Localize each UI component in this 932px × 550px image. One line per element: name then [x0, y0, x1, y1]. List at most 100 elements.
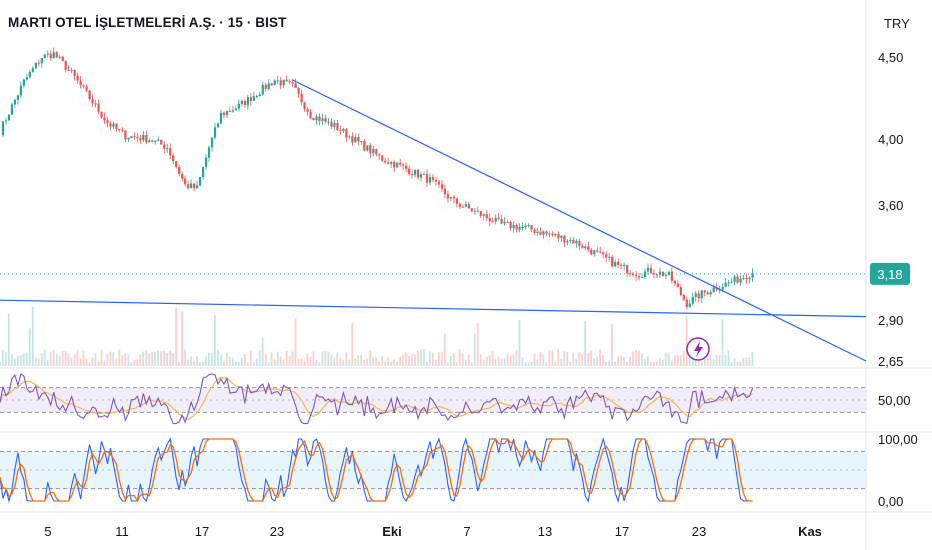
candle-body	[181, 173, 184, 179]
rsi-ma-line	[0, 376, 753, 421]
candle-body	[369, 145, 372, 154]
candle-body	[402, 164, 405, 166]
candle-body	[282, 79, 285, 86]
symbol-title[interactable]: MARTI OTEL İŞLETMELERİ A.Ş. · 15 · BIST	[8, 15, 287, 30]
volume-bar	[151, 351, 154, 366]
volume-bar	[366, 358, 369, 366]
candle-body	[590, 249, 593, 255]
volume-bar	[715, 355, 718, 366]
candle-body	[461, 206, 464, 208]
volume-bar	[730, 362, 733, 366]
candle-body	[539, 231, 542, 235]
candle-body	[243, 101, 246, 106]
candle-body	[620, 264, 623, 266]
volume-bar	[602, 355, 605, 366]
candle-body	[73, 69, 76, 76]
volume-bar	[354, 358, 357, 366]
candle-body	[473, 210, 476, 212]
candle-body	[646, 267, 650, 272]
volume-bar	[673, 355, 676, 366]
volume-bar	[575, 358, 578, 366]
volume-bar	[626, 362, 628, 366]
candle-body	[330, 121, 333, 127]
candle-body	[706, 292, 709, 295]
volume-bar	[393, 359, 395, 366]
volume-bar	[509, 355, 512, 366]
candle-body	[267, 83, 270, 89]
volume-bar	[402, 354, 404, 366]
candle-body	[673, 280, 676, 284]
candle-body	[145, 134, 148, 143]
currency-label[interactable]: TRY	[884, 16, 910, 31]
candle-body	[288, 81, 291, 83]
candle-body	[31, 68, 34, 72]
volume-bar	[0, 361, 1, 366]
volume-bar	[569, 361, 572, 366]
volume-bar	[518, 320, 521, 366]
volume-bar	[37, 358, 40, 366]
candle-body	[22, 79, 25, 86]
volume-bar	[446, 362, 449, 366]
candle-body	[64, 61, 67, 70]
candle-body	[225, 111, 229, 116]
volume-bar	[321, 351, 324, 366]
volume-bar	[237, 361, 240, 366]
candle-body	[210, 137, 214, 148]
volume-bar	[542, 354, 545, 366]
candle-body	[661, 271, 665, 277]
volume-bar	[127, 354, 130, 366]
candle-body	[527, 225, 530, 227]
volume-bar	[644, 359, 646, 366]
volume-bar	[405, 352, 407, 366]
candle-body	[219, 112, 223, 124]
candle-body	[742, 277, 745, 279]
candle-body	[193, 183, 196, 188]
candle-body	[291, 82, 294, 84]
volume-bar	[330, 355, 333, 366]
volume-bar	[336, 352, 339, 366]
candle-body	[658, 271, 662, 275]
candle-body	[85, 86, 88, 91]
candle-body	[569, 239, 572, 242]
volume-bar	[225, 352, 228, 366]
candle-body	[512, 225, 515, 229]
candle-body	[43, 54, 46, 59]
candle-body	[554, 234, 557, 236]
candle-body	[736, 276, 739, 283]
volume-bar	[79, 358, 82, 366]
candle-body	[342, 128, 345, 132]
candle-body	[115, 123, 118, 129]
volume-bar	[664, 352, 667, 366]
volume-bar	[527, 362, 530, 366]
volume-bar	[751, 351, 754, 366]
volume-bar	[19, 355, 22, 366]
volume-bar	[34, 357, 37, 366]
volume-bar	[333, 357, 336, 366]
candle-body	[348, 136, 351, 138]
candle-body	[166, 148, 169, 150]
candle-body	[626, 265, 629, 274]
volume-bar	[449, 355, 452, 366]
volume-bar	[106, 354, 109, 366]
volume-bar	[216, 349, 219, 366]
candle-body	[688, 303, 691, 308]
candle-body	[467, 204, 470, 209]
volume-bar	[258, 350, 261, 366]
volume-bar	[169, 350, 172, 366]
volume-bar	[208, 352, 210, 366]
volume-bar	[378, 360, 381, 366]
candle-body	[136, 137, 139, 139]
volume-bar	[112, 352, 115, 366]
candle-body	[16, 95, 20, 100]
volume-bar	[440, 351, 443, 366]
time-tick-label: 23	[270, 524, 284, 539]
candle-body	[416, 169, 420, 178]
candle-body	[318, 116, 321, 122]
volume-bar	[303, 360, 306, 366]
volume-bar	[649, 361, 652, 366]
volume-bar	[288, 356, 291, 366]
price-tick-label: 3,60	[878, 198, 903, 213]
candle-body	[530, 225, 533, 230]
candle-body	[148, 140, 151, 143]
